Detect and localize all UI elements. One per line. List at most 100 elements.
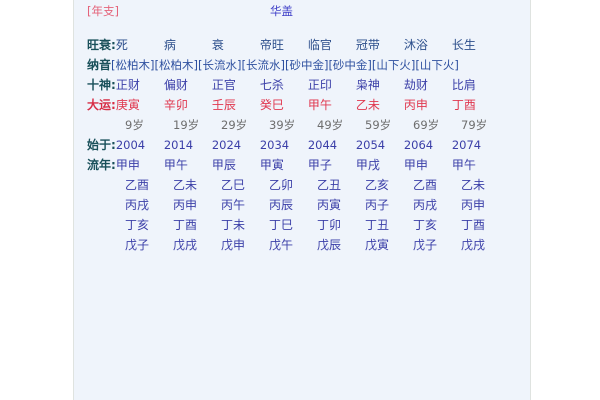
- wangshuai-cell: 长生: [451, 38, 476, 52]
- bazi-content-panel: [年支] 华盖 旺衰:死 病 衰 帝旺 临官 冠带 沐浴 长生 纳音[松柏木][松柏木][长流…: [73, 0, 531, 400]
- row-label-liunian: 流年:: [87, 158, 116, 172]
- nayin-cell: [松柏木]: [111, 58, 155, 72]
- liunian-cell[interactable]: 戊辰: [317, 238, 342, 252]
- liunian-cell[interactable]: 甲午: [451, 158, 476, 172]
- dayun-cell[interactable]: 丙申: [403, 98, 428, 112]
- dayun-cell[interactable]: 乙未: [355, 98, 380, 112]
- liunian-cell[interactable]: 丙子: [365, 198, 390, 212]
- row-shishen: 十神:正财 偏财 正官 七杀 正印 枭神 劫财 比肩: [78, 77, 530, 94]
- nayin-cell: [长流水]: [197, 58, 242, 72]
- liunian-cell[interactable]: 乙丑: [317, 178, 342, 192]
- liunian-cell[interactable]: 丁丑: [365, 218, 390, 232]
- liunian-cell[interactable]: 甲申: [403, 158, 428, 172]
- liunian-cell[interactable]: 乙卯: [269, 178, 294, 192]
- liunian-cell[interactable]: 丁酉: [173, 218, 198, 232]
- row-label-shiyu: 始于:: [87, 138, 116, 152]
- liunian-cell[interactable]: 乙未: [461, 178, 486, 192]
- liunian-cell[interactable]: 乙亥: [365, 178, 390, 192]
- shiyu-cell: 2024: [211, 138, 242, 152]
- shishen-cell: 正财: [115, 78, 140, 92]
- liunian-cell[interactable]: 甲午: [163, 158, 188, 172]
- dayun-cell[interactable]: 壬辰: [211, 98, 236, 112]
- liunian-cell[interactable]: 戊申: [221, 238, 246, 252]
- age-cell: 9岁: [125, 118, 144, 132]
- row-liunian-4: 丁亥 丁酉 丁未 丁巳 丁卯 丁丑 丁亥 丁酉: [78, 217, 530, 234]
- liunian-cell[interactable]: 丙午: [221, 198, 246, 212]
- liunian-cell[interactable]: 丙戌: [125, 198, 150, 212]
- liunian-cell[interactable]: 丁卯: [317, 218, 342, 232]
- liunian-cell[interactable]: 丙辰: [269, 198, 294, 212]
- liunian-cell[interactable]: 丁亥: [413, 218, 438, 232]
- shishen-cell: 偏财: [163, 78, 188, 92]
- shishen-cell: 枭神: [355, 78, 380, 92]
- dayun-cell[interactable]: 丁酉: [451, 98, 476, 112]
- shishen-cell: 正印: [307, 78, 332, 92]
- age-cell: 39岁: [269, 118, 296, 132]
- liunian-cell[interactable]: 丙寅: [317, 198, 342, 212]
- row-label-dayun: 大运:: [87, 98, 116, 112]
- shiyu-cell: 2064: [403, 138, 434, 152]
- age-cell: 49岁: [317, 118, 344, 132]
- liunian-cell[interactable]: 丁巳: [269, 218, 294, 232]
- shishen-cell: 比肩: [451, 78, 476, 92]
- liunian-cell[interactable]: 乙巳: [221, 178, 246, 192]
- wangshuai-cell: 病: [163, 38, 176, 52]
- age-cell: 79岁: [461, 118, 488, 132]
- wangshuai-cell: 沐浴: [403, 38, 428, 52]
- shishen-cell: 七杀: [259, 78, 284, 92]
- shiyu-cell: 2034: [259, 138, 290, 152]
- liunian-cell[interactable]: 戊寅: [365, 238, 390, 252]
- liunian-cell[interactable]: 戊子: [125, 238, 150, 252]
- liunian-cell[interactable]: 乙酉: [125, 178, 150, 192]
- shishen-cell: 正官: [211, 78, 236, 92]
- shiyu-cell: 2054: [355, 138, 386, 152]
- liunian-cell[interactable]: 丁亥: [125, 218, 150, 232]
- nayin-cell: [砂中金]: [328, 58, 372, 72]
- liunian-cell[interactable]: 丁未: [221, 218, 246, 232]
- shensha-label-huagai: 华盖: [270, 4, 293, 18]
- liunian-cell[interactable]: 甲辰: [211, 158, 236, 172]
- nayin-cell: [山下火]: [415, 58, 459, 72]
- wangshuai-cell: 冠带: [355, 38, 380, 52]
- liunian-cell[interactable]: 戊子: [413, 238, 438, 252]
- dayun-cell[interactable]: 甲午: [307, 98, 332, 112]
- nayin-cell: [松柏木]: [154, 58, 198, 72]
- shiyu-cell: 2074: [451, 138, 482, 152]
- row-nayin: 纳音[松柏木][松柏木][长流水][长流水][砂中金][砂中金][山下火][山下…: [78, 57, 530, 74]
- nayin-cell: [山下火]: [371, 58, 416, 72]
- liunian-cell[interactable]: 戊戌: [173, 238, 198, 252]
- liunian-cell[interactable]: 丙戌: [413, 198, 438, 212]
- row-liunian-2: 乙酉 乙未 乙巳 乙卯 乙丑 乙亥 乙酉 乙未: [78, 177, 530, 194]
- nayin-cell: [长流水]: [241, 58, 285, 72]
- wangshuai-cell: 死: [115, 38, 128, 52]
- liunian-cell[interactable]: 乙酉: [413, 178, 438, 192]
- shishen-cell: 劫财: [403, 78, 428, 92]
- liunian-cell[interactable]: 丁酉: [461, 218, 486, 232]
- row-dayun: 大运:庚寅 辛卯 壬辰 癸巳 甲午 乙未 丙申 丁酉: [78, 97, 530, 114]
- liunian-cell[interactable]: 丙申: [461, 198, 486, 212]
- wangshuai-cell: 帝旺: [259, 38, 284, 52]
- liunian-cell[interactable]: 戊午: [269, 238, 294, 252]
- shiyu-cell: 2014: [163, 138, 194, 152]
- liunian-cell[interactable]: 甲申: [115, 158, 140, 172]
- row-label-wangshuai: 旺衰:: [87, 38, 116, 52]
- nayin-cell: [砂中金]: [284, 58, 329, 72]
- panel-inner: [年支] 华盖 旺衰:死 病 衰 帝旺 临官 冠带 沐浴 长生 纳音[松柏木][松柏木][长流…: [74, 0, 530, 400]
- dayun-cell[interactable]: 癸巳: [259, 98, 284, 112]
- header-row: [年支] 华盖: [78, 3, 530, 33]
- liunian-cell[interactable]: 乙未: [173, 178, 198, 192]
- wangshuai-cell: 临官: [307, 38, 332, 52]
- liunian-cell[interactable]: 丙申: [173, 198, 198, 212]
- liunian-cell[interactable]: 甲子: [307, 158, 332, 172]
- liunian-cell[interactable]: 甲寅: [259, 158, 284, 172]
- liunian-cell[interactable]: 甲戌: [355, 158, 380, 172]
- dayun-cell[interactable]: 庚寅: [115, 98, 140, 112]
- row-liunian: 流年:甲申 甲午 甲辰 甲寅 甲子 甲戌 甲申 甲午: [78, 157, 530, 174]
- age-cell: 59岁: [365, 118, 392, 132]
- row-ages: 9岁 19岁 29岁 39岁 49岁 59岁 69岁 79岁: [78, 117, 530, 134]
- liunian-cell[interactable]: 戊戌: [461, 238, 486, 252]
- row-liunian-5: 戊子 戊戌 戊申 戊午 戊辰 戊寅 戊子 戊戌: [78, 237, 530, 254]
- dayun-cell[interactable]: 辛卯: [163, 98, 188, 112]
- wangshuai-cell: 衰: [211, 38, 224, 52]
